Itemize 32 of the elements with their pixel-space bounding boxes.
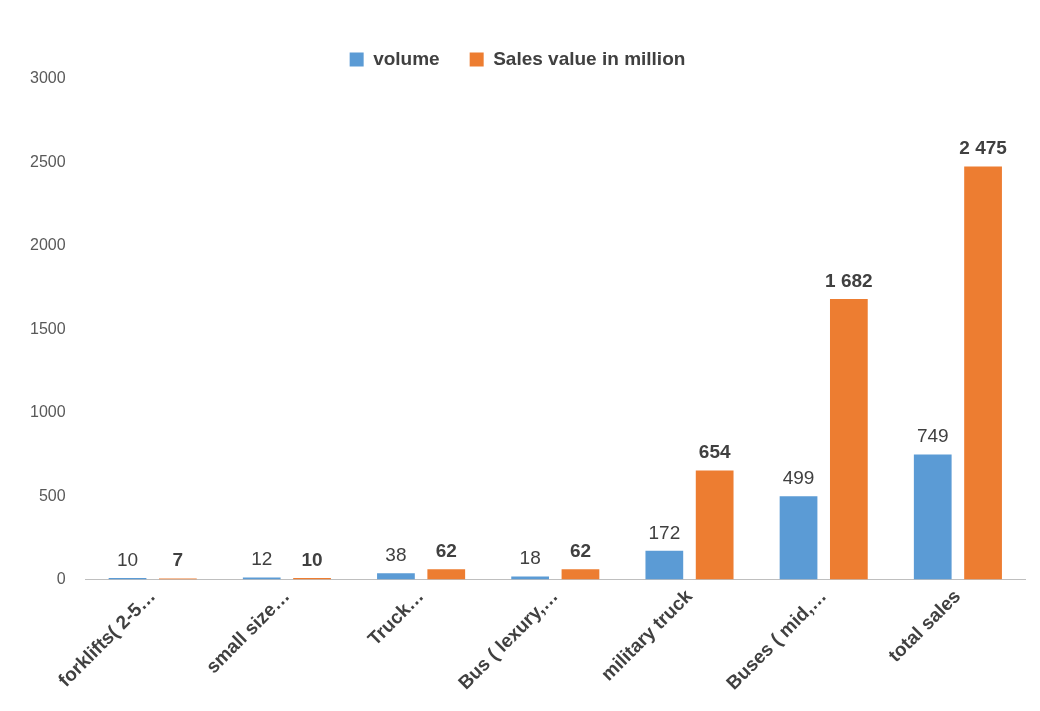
bar (561, 569, 600, 580)
y-tick-label: 3000 (30, 69, 66, 87)
bar (779, 496, 818, 580)
data-label: 10 (301, 548, 323, 570)
data-label: 62 (435, 539, 457, 561)
bar (645, 550, 684, 580)
y-tick-label: 1500 (30, 319, 66, 337)
data-label: 654 (698, 441, 731, 463)
legend-label: volume (373, 47, 440, 69)
y-tick-label: 500 (38, 486, 66, 504)
data-label: 2 475 (959, 137, 1008, 159)
bar (829, 298, 868, 580)
data-label: 38 (385, 543, 407, 565)
legend-label: Sales value in million (493, 47, 686, 69)
data-label: 12 (251, 548, 273, 570)
bar (913, 454, 952, 580)
bar (964, 166, 1002, 580)
bar (377, 573, 415, 580)
bar (695, 470, 734, 580)
data-label: 499 (782, 467, 815, 489)
data-label: 62 (569, 539, 592, 561)
bar (427, 569, 466, 580)
y-tick-label: 2000 (30, 236, 66, 254)
y-tick-label: 0 (56, 569, 66, 587)
y-tick-label: 2500 (30, 152, 66, 170)
data-label: 10 (116, 548, 139, 570)
data-label: 749 (916, 425, 949, 447)
data-label: 18 (519, 547, 541, 569)
data-label: 7 (172, 549, 184, 571)
data-label: 172 (648, 521, 681, 543)
data-label: 1 682 (825, 269, 873, 291)
y-tick-label: 1000 (30, 403, 66, 421)
